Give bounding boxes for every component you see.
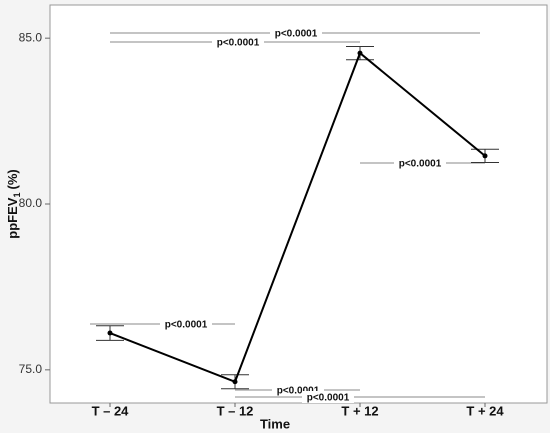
label-bg [160, 318, 212, 330]
label-bg [302, 391, 354, 403]
y-tick-label: 75.0 [19, 362, 43, 376]
p-value: p<0.0001 [165, 320, 208, 331]
p-value: p<0.0001 [217, 38, 260, 49]
y-tick-label: 85.0 [19, 30, 43, 44]
point [482, 153, 488, 159]
label-bg [394, 157, 446, 169]
p-value: p<0.0001 [275, 29, 318, 40]
y-title-main: ppFEV [5, 197, 20, 238]
y-tick-label: 80.0 [19, 196, 43, 210]
y-axis-title: ppFEV1 (%) [5, 169, 22, 238]
plot-area [49, 4, 548, 404]
label-bg [212, 36, 264, 48]
p-value: p<0.0001 [307, 393, 350, 404]
x-tick-label: T + 24 [466, 403, 504, 418]
line [109, 51, 486, 384]
x-tick-label: T – 24 [92, 403, 130, 418]
p-value: p<0.0001 [277, 386, 320, 397]
x-tick-label: T + 12 [341, 403, 378, 418]
y-title-sub: 1 [12, 193, 22, 198]
x-tick-label: T – 12 [217, 403, 254, 418]
y-title-unit: (%) [5, 169, 20, 189]
label-bg [270, 27, 322, 39]
point [232, 379, 238, 385]
point [357, 50, 363, 56]
p-value: p<0.0001 [399, 159, 442, 170]
point [107, 330, 113, 336]
x-axis-title: Time [260, 416, 290, 431]
